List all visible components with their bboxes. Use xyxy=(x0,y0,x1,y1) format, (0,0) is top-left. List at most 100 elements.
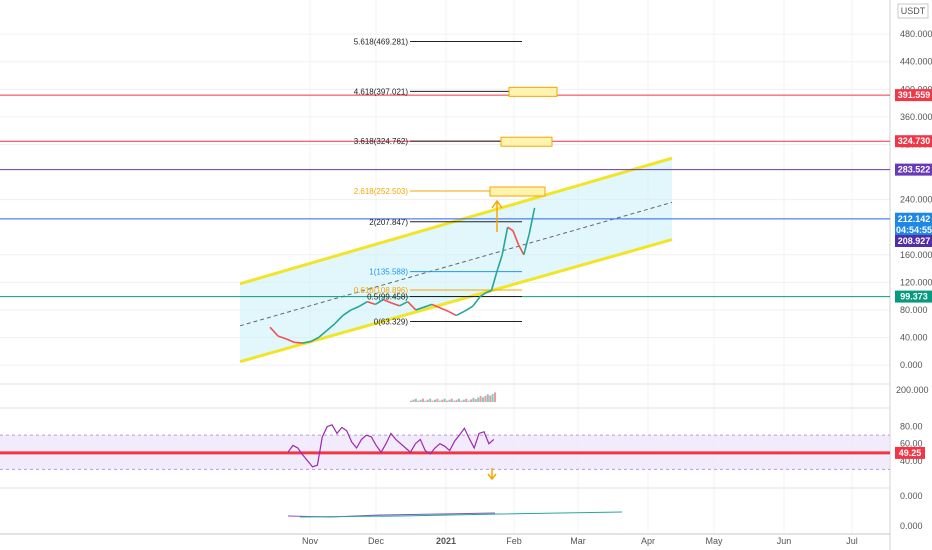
time-tick: Apr xyxy=(641,536,655,546)
volume-bar xyxy=(453,400,456,402)
price-segment xyxy=(294,341,303,344)
volume-bar xyxy=(467,400,470,402)
volume-bar xyxy=(477,397,480,402)
rsi-arrow xyxy=(487,468,497,481)
volume-bar xyxy=(441,399,444,402)
volume-bar xyxy=(462,399,465,402)
price-tick: 120.000 xyxy=(900,277,932,287)
price-tick: 440.000 xyxy=(900,57,932,67)
volume-bar xyxy=(472,397,475,402)
volume-bar xyxy=(491,394,494,402)
price-segment xyxy=(310,336,319,343)
price-segment xyxy=(415,306,425,311)
volume-bar xyxy=(419,399,422,402)
price-segment xyxy=(523,233,530,255)
volume-bar xyxy=(482,397,484,402)
volume-bar xyxy=(455,399,458,402)
volume-bar xyxy=(443,398,446,402)
volume-panel: 200.000 xyxy=(410,385,929,402)
price-segment xyxy=(517,244,525,256)
volume-bar xyxy=(470,399,472,402)
volume-bar xyxy=(414,398,417,402)
price-tick: 0.000 xyxy=(900,360,923,370)
price-tag-text: 212.142 xyxy=(898,214,931,224)
channel-mid-line xyxy=(239,201,673,327)
price-segment xyxy=(455,310,465,317)
price-segment xyxy=(490,271,498,291)
price-tick: 40.000 xyxy=(900,333,928,343)
price-segment xyxy=(334,314,344,325)
volume-bar xyxy=(474,399,477,402)
time-tick: Jul xyxy=(846,536,858,546)
bottom-indicator-panel: 0.000 0.000 xyxy=(287,491,923,531)
time-tick: 2021 xyxy=(436,536,456,546)
price-segment xyxy=(383,298,392,304)
price-segment xyxy=(399,300,409,307)
volume-bar xyxy=(479,396,482,402)
level-tag xyxy=(895,163,932,176)
price-segment xyxy=(501,227,509,255)
volume-bar xyxy=(494,392,496,402)
level-tag-text: 324.730 xyxy=(898,136,931,146)
price-segment xyxy=(512,230,520,245)
volume-bar xyxy=(422,398,424,402)
fib-label: 3.618(324.762) xyxy=(354,137,409,146)
volume-bar xyxy=(412,399,415,402)
volume-bar xyxy=(424,400,427,402)
volume-bar xyxy=(484,395,487,402)
volume-bar xyxy=(434,399,436,402)
price-tag xyxy=(895,212,932,225)
rsi-tag xyxy=(895,446,925,459)
level-tag-text: 99.373 xyxy=(900,292,928,302)
time-tick: Jun xyxy=(777,536,792,546)
volume-bar xyxy=(446,400,448,402)
price-segment xyxy=(447,310,457,317)
volume-bar xyxy=(431,400,434,402)
level-tag-text: 283.522 xyxy=(898,165,931,175)
price-segment xyxy=(407,301,417,311)
price-segment xyxy=(302,340,311,344)
price-tag xyxy=(895,223,932,236)
volume-bar xyxy=(489,395,492,402)
price-series xyxy=(269,207,536,344)
rsi-tag-text: 49.25 xyxy=(899,448,922,458)
volume-bar xyxy=(458,398,460,402)
volume-bar xyxy=(460,400,463,402)
price-segment xyxy=(374,298,384,306)
volume-bar xyxy=(417,400,420,402)
price-segment xyxy=(318,330,328,339)
channel-upper-line xyxy=(239,156,673,286)
time-tick: Nov xyxy=(302,536,319,546)
price-tick: 80.000 xyxy=(900,305,928,315)
price-segment xyxy=(391,302,400,307)
time-axis[interactable]: Nov Dec 2021 Feb Mar Apr May Jun Jul xyxy=(302,536,858,546)
price-tag xyxy=(895,234,932,247)
fib-label: 0.618(108.896) xyxy=(354,286,409,295)
price-segment xyxy=(496,254,503,273)
volume-bar xyxy=(450,398,453,402)
trend-channel[interactable] xyxy=(239,156,673,364)
price-segment xyxy=(431,303,441,309)
price-segment xyxy=(480,292,487,297)
price-tags: 391.559324.730283.522212.14299.373212.14… xyxy=(895,89,932,459)
price-segment xyxy=(358,300,368,308)
fib-extension[interactable]: 5.618(469.281) 4.618(397.021) 3.618(324.76… xyxy=(354,38,522,327)
price-axis[interactable]: 480.000440.000400.000360.000320.000240.0… xyxy=(900,29,932,370)
level-tag xyxy=(895,89,932,102)
bottom-tick: 0.000 xyxy=(900,491,923,501)
target-boxes[interactable] xyxy=(489,86,558,232)
level-tag xyxy=(895,135,932,148)
volume-bar xyxy=(448,399,451,402)
price-segment xyxy=(507,226,514,232)
fib-label: 2.618(252.503) xyxy=(354,187,409,196)
target-box xyxy=(508,86,558,97)
price-tick: 240.000 xyxy=(900,195,932,205)
price-segment xyxy=(463,305,473,313)
target-arrow xyxy=(491,199,503,232)
bottom-line xyxy=(299,511,623,518)
rsi-panel: 80.00 60.00 40.00 xyxy=(0,422,923,481)
currency-label: USDT xyxy=(897,3,929,19)
price-segment xyxy=(326,323,336,332)
rsi-tick: 80.00 xyxy=(900,422,923,432)
